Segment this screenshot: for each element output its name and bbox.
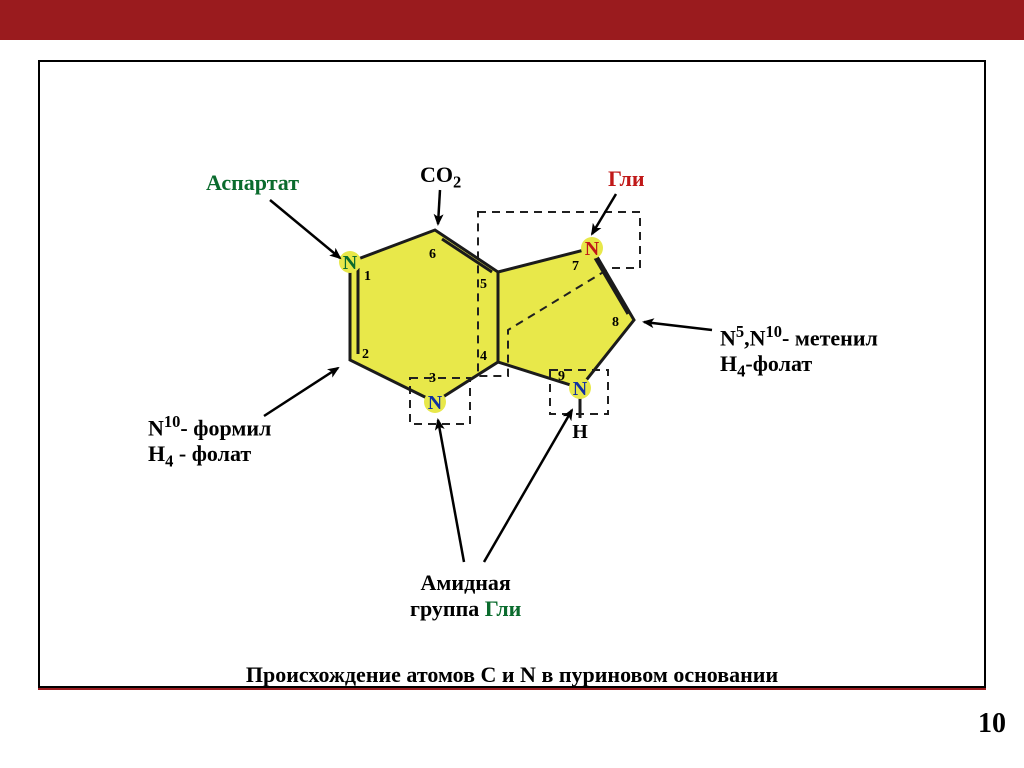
svg-text:N: N bbox=[585, 238, 600, 260]
methenyl-post: - метенил bbox=[782, 325, 878, 350]
svg-text:N: N bbox=[573, 378, 588, 400]
svg-text:N: N bbox=[428, 392, 443, 414]
formyl-hpost: - фолат bbox=[173, 441, 251, 466]
svg-text:7: 7 bbox=[572, 259, 579, 274]
svg-text:2: 2 bbox=[362, 347, 369, 362]
content-frame: N1654N32N78N9H Аспартат CO2 Гли N5,N10- … bbox=[38, 60, 986, 688]
amide-l2b: Гли bbox=[485, 596, 522, 621]
svg-text:H: H bbox=[572, 421, 588, 443]
top-color-bar bbox=[0, 0, 1024, 40]
label-co2-text: CO bbox=[420, 162, 453, 187]
page-number: 10 bbox=[978, 708, 1006, 740]
svg-text:N: N bbox=[343, 252, 358, 274]
amide-l2a: группа bbox=[410, 596, 485, 621]
svg-text:9: 9 bbox=[558, 369, 565, 384]
methenyl-s2: 10 bbox=[766, 322, 783, 341]
methenyl-n1: N bbox=[720, 325, 736, 350]
label-aspartate: Аспартат bbox=[206, 170, 299, 196]
formyl-s: 10 bbox=[164, 412, 181, 431]
amide-l1: Амидная bbox=[421, 570, 511, 595]
svg-text:1: 1 bbox=[364, 269, 371, 284]
methenyl-h: H bbox=[720, 351, 737, 376]
formyl-h: H bbox=[148, 441, 165, 466]
caption: Происхождение атомов С и N в пуриновом о… bbox=[40, 662, 984, 688]
label-gly: Гли bbox=[608, 166, 645, 192]
methenyl-s1: 5 bbox=[736, 322, 744, 341]
methenyl-hpost: -фолат bbox=[745, 351, 812, 376]
formyl-n: N bbox=[148, 415, 164, 440]
formyl-post: - формил bbox=[180, 415, 271, 440]
label-co2: CO2 bbox=[420, 162, 461, 192]
svg-text:8: 8 bbox=[612, 315, 619, 330]
label-co2-sub: 2 bbox=[453, 172, 461, 191]
label-amide: Амидная группа Гли bbox=[410, 570, 521, 622]
label-methenyl: N5,N10- метенил H4-фолат bbox=[720, 322, 878, 382]
methenyl-mid: ,N bbox=[744, 325, 765, 350]
label-formyl: N10- формил H4 - фолат bbox=[148, 412, 271, 472]
svg-text:3: 3 bbox=[429, 371, 436, 386]
slide: N1654N32N78N9H Аспартат CO2 Гли N5,N10- … bbox=[0, 0, 1024, 768]
svg-text:4: 4 bbox=[480, 349, 487, 364]
svg-text:5: 5 bbox=[480, 277, 487, 292]
svg-text:6: 6 bbox=[429, 247, 436, 262]
